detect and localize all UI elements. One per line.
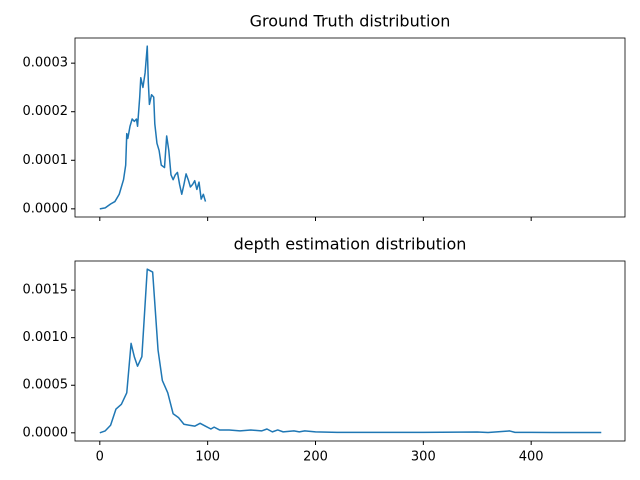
- x-tick-label: 0: [96, 450, 104, 465]
- x-tick-label: 100: [195, 450, 220, 465]
- y-tick-label: 0.0005: [23, 378, 69, 393]
- y-tick-label: 0.0001: [23, 153, 69, 168]
- chart-title: depth estimation distribution: [234, 235, 467, 254]
- y-tick-label: 0.0015: [23, 283, 69, 298]
- axes-frame: [74, 37, 626, 218]
- x-tick-label: 300: [411, 450, 436, 465]
- y-tick-label: 0.0003: [23, 56, 69, 71]
- y-tick-label: 0.0002: [23, 104, 69, 119]
- y-tick-label: 0.0000: [23, 201, 69, 216]
- x-tick-label: 200: [303, 450, 328, 465]
- chart-title: Ground Truth distribution: [250, 12, 451, 31]
- data-line: [99, 45, 207, 210]
- data-line: [99, 268, 602, 434]
- x-tick-label: 400: [519, 450, 544, 465]
- y-tick-label: 0.0000: [23, 425, 69, 440]
- y-tick-label: 0.0010: [23, 330, 69, 345]
- axes-frame: [74, 260, 626, 442]
